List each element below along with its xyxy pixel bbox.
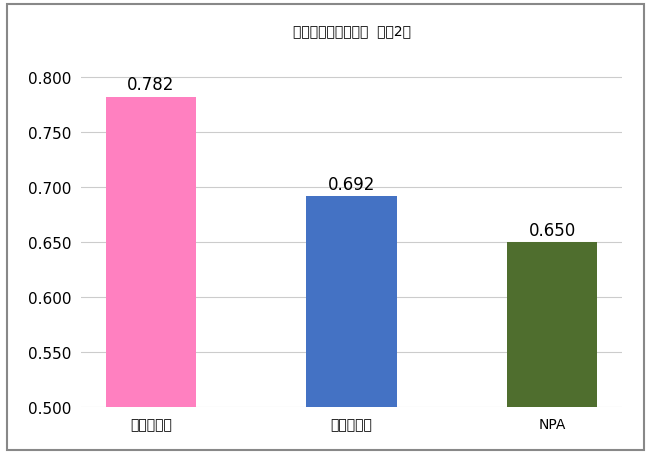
Text: 0.782: 0.782 bbox=[127, 76, 175, 94]
Bar bbox=[306, 197, 396, 455]
Text: 0.692: 0.692 bbox=[328, 175, 375, 193]
Bar bbox=[106, 97, 196, 455]
Bar bbox=[507, 243, 597, 455]
Text: 0.650: 0.650 bbox=[528, 221, 576, 239]
Title: 神経質傾向の平均値  （図2）: 神経質傾向の平均値 （図2） bbox=[292, 24, 411, 38]
